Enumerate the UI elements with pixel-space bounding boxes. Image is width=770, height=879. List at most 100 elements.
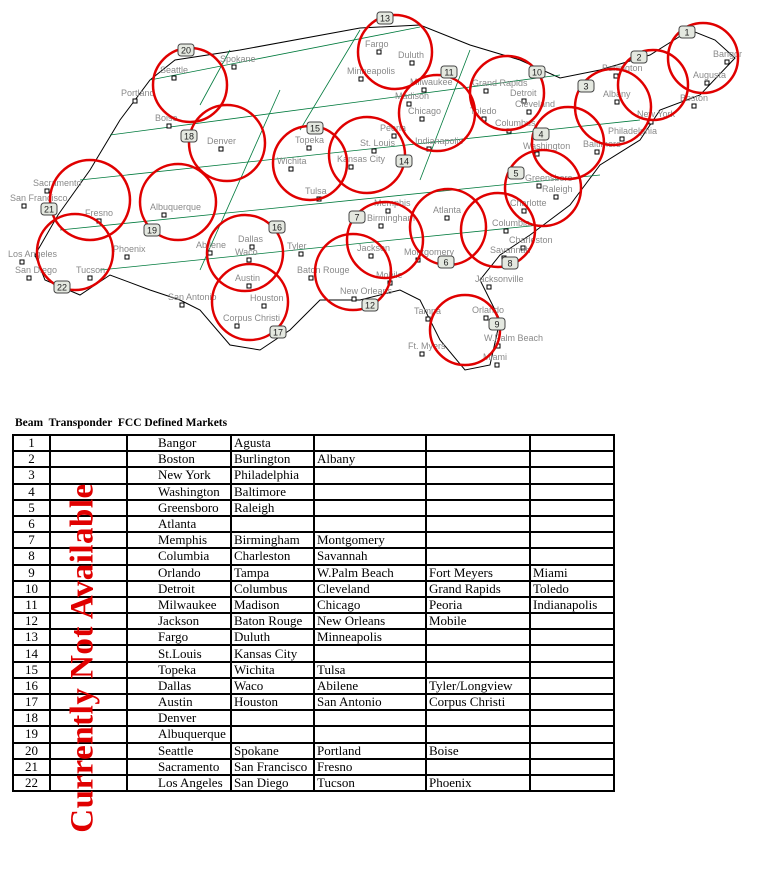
beam-circle xyxy=(205,213,285,293)
market-cell xyxy=(529,676,615,696)
market-cell: Indianapolis xyxy=(529,595,615,615)
beam-cell: 4 xyxy=(12,482,51,501)
beam-number: 20 xyxy=(181,46,191,56)
city-label: Tulsa xyxy=(305,186,327,196)
city-label: Birmingham xyxy=(367,213,415,223)
market-cell: Savannah xyxy=(313,547,427,566)
city-marker xyxy=(724,59,730,65)
market-cell: Jackson xyxy=(126,612,232,631)
market-cell xyxy=(425,709,531,728)
market-cell: Orlando xyxy=(126,563,232,582)
transponder-cell xyxy=(49,757,128,776)
table-row: 17 Austin Houston San Antonio Corpus Christi xyxy=(12,692,615,712)
city-label: Charleston xyxy=(509,235,553,245)
city-label: Abilene xyxy=(196,240,226,250)
transponder-cell xyxy=(49,692,128,712)
table-row: 5 Greensboro Raleigh xyxy=(12,498,615,517)
market-cell xyxy=(425,547,531,566)
beam-number-badge xyxy=(507,166,525,180)
market-cell: Topeka xyxy=(126,660,232,679)
city-marker xyxy=(503,228,509,234)
beam-number: 3 xyxy=(583,82,588,92)
city-marker xyxy=(483,88,489,94)
market-cell xyxy=(529,514,615,534)
city-marker xyxy=(691,103,697,109)
city-label: Milwaukee xyxy=(410,77,453,87)
beam-circle xyxy=(345,200,425,280)
city-label: Fresno xyxy=(85,208,113,218)
beam-coverage-map: Seattle Spokane Portland Boise Denver Sacrame… xyxy=(8,11,742,371)
beam-number-badge xyxy=(577,79,595,93)
city-marker xyxy=(87,275,93,281)
market-cell: Grand Rapids xyxy=(425,579,531,598)
city-marker xyxy=(246,283,252,289)
transponder-cell xyxy=(49,612,128,631)
transponder-cell xyxy=(49,741,128,760)
table-row: 19 Albuquerque xyxy=(12,725,615,744)
beam-circle xyxy=(187,103,267,183)
table-row: 2 Boston Burlington Albany xyxy=(12,450,615,469)
market-cell: Phoenix xyxy=(425,773,531,793)
beam-circle xyxy=(356,13,434,91)
market-cell: St.Louis xyxy=(126,644,232,663)
beam-number-badge xyxy=(53,280,71,294)
beam-cell: 2 xyxy=(12,450,51,469)
market-cell: San Francisco xyxy=(230,757,315,776)
city-marker xyxy=(391,133,397,139)
beam-circle xyxy=(138,162,218,242)
transponder-cell xyxy=(49,579,128,598)
market-cell: Boise xyxy=(425,741,531,760)
city-label: Madison xyxy=(395,91,429,101)
city-label: Portland xyxy=(121,88,155,98)
city-label: Seattle xyxy=(160,65,188,75)
market-cell: Cleveland xyxy=(313,579,427,598)
table-row: 16 Dallas Waco Abilene Tyler/Longview xyxy=(12,676,615,696)
city-marker xyxy=(179,302,185,308)
transponder-cell xyxy=(49,531,128,550)
beam-cell: 7 xyxy=(12,531,51,550)
market-cell: Spokane xyxy=(230,741,315,760)
market-cell: San Antonio xyxy=(313,692,427,712)
market-cell xyxy=(529,692,615,712)
city-label: Jackson xyxy=(357,243,390,253)
market-cell xyxy=(313,498,427,517)
beam-circle xyxy=(503,148,583,228)
city-marker xyxy=(486,284,492,290)
city-label: Philadelphia xyxy=(608,126,657,136)
city-label: Waco xyxy=(235,247,258,257)
beam-number: 21 xyxy=(44,205,54,215)
beam-cell: 21 xyxy=(12,757,51,776)
beam-number: 6 xyxy=(443,258,448,268)
market-cell: Agusta xyxy=(230,433,315,453)
city-label: Chicago xyxy=(408,106,441,116)
beam-circle xyxy=(616,48,690,122)
city-labels: Seattle Spokane Portland Boise Denver Sacrame… xyxy=(8,39,742,368)
city-marker xyxy=(409,60,415,66)
market-cell: Seattle xyxy=(126,741,232,760)
market-cell: Atlanta xyxy=(126,514,232,534)
market-cell xyxy=(529,773,615,793)
market-cell: New York xyxy=(126,466,232,485)
city-marker xyxy=(521,98,527,104)
table-row: 12 Jackson Baton Rouge New Orleans Mobile xyxy=(12,612,615,631)
market-cell: Austin xyxy=(126,692,232,712)
city-marker xyxy=(234,323,240,329)
city-label: Washington xyxy=(523,141,570,151)
beam-cell: 11 xyxy=(12,595,51,615)
market-cell xyxy=(230,514,315,534)
city-marker xyxy=(419,351,425,357)
beam-number-badge xyxy=(528,65,546,79)
market-cell: Dallas xyxy=(126,676,232,696)
table-header: Beam Transponder FCC Defined Markets xyxy=(15,417,228,429)
city-marker xyxy=(231,64,237,70)
city-marker xyxy=(526,109,532,115)
city-label: Minneapolis xyxy=(347,66,396,76)
market-cell xyxy=(425,531,531,550)
market-cell: Tulsa xyxy=(313,660,427,679)
market-cell xyxy=(313,725,427,744)
beam-number: 10 xyxy=(532,68,542,78)
transponder-cell xyxy=(49,773,128,793)
beam-number-badge xyxy=(395,154,413,168)
market-cell: Minneapolis xyxy=(313,628,427,647)
